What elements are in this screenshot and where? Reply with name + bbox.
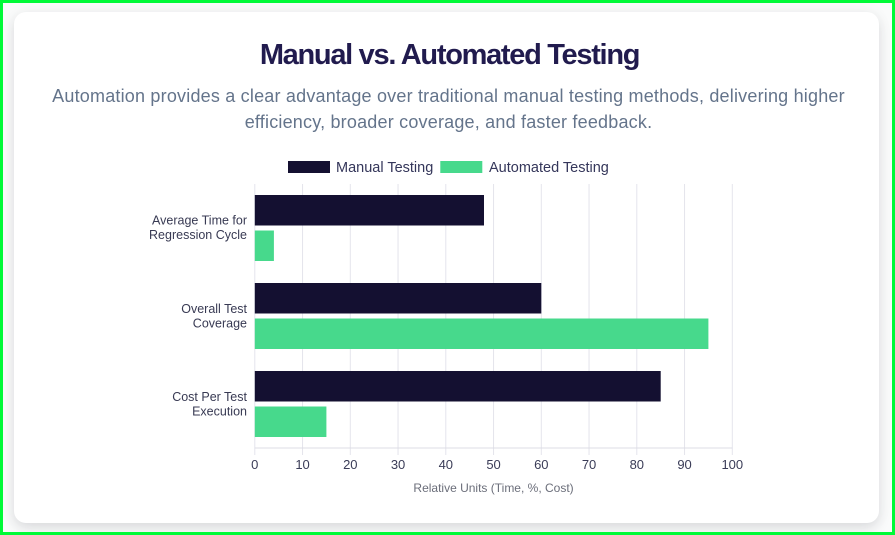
svg-text:80: 80 <box>630 457 644 472</box>
svg-text:20: 20 <box>343 457 357 472</box>
svg-text:Automated Testing: Automated Testing <box>489 160 609 176</box>
svg-text:Execution: Execution <box>192 405 247 419</box>
svg-text:60: 60 <box>534 457 548 472</box>
svg-text:Coverage: Coverage <box>193 316 247 330</box>
svg-text:50: 50 <box>486 457 500 472</box>
svg-text:Cost Per Test: Cost Per Test <box>172 390 247 404</box>
svg-text:Average Time for: Average Time for <box>152 214 247 228</box>
svg-text:30: 30 <box>391 457 405 472</box>
svg-text:40: 40 <box>439 457 453 472</box>
svg-text:10: 10 <box>295 457 309 472</box>
svg-text:Overall Test: Overall Test <box>181 302 247 316</box>
svg-text:100: 100 <box>721 457 743 472</box>
svg-text:Relative Units (Time, %, Cost): Relative Units (Time, %, Cost) <box>413 481 573 495</box>
svg-text:90: 90 <box>677 457 691 472</box>
svg-text:Regression Cycle: Regression Cycle <box>149 228 247 242</box>
svg-text:Manual Testing: Manual Testing <box>336 160 433 176</box>
svg-text:0: 0 <box>251 457 258 472</box>
svg-text:70: 70 <box>582 457 596 472</box>
